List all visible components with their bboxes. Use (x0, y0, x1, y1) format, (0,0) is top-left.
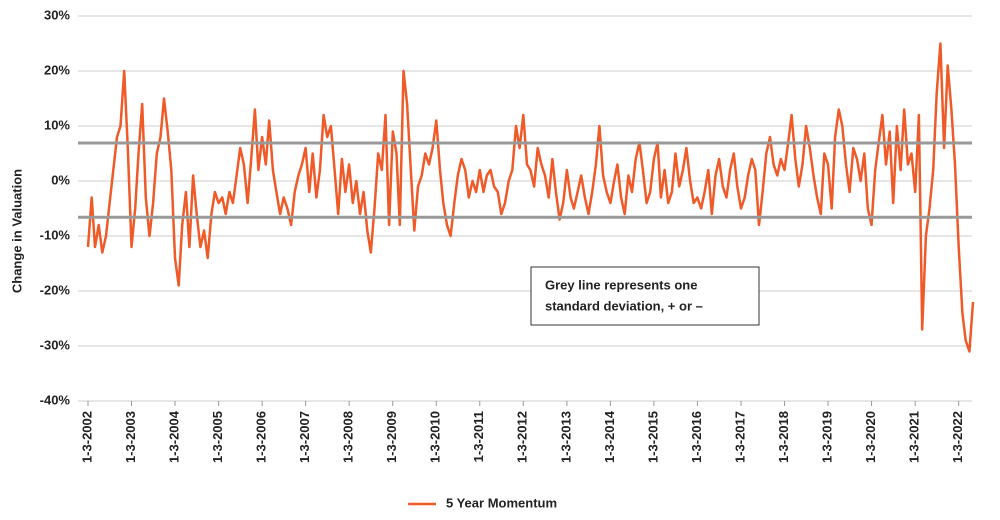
annotation: standard deviation, + or – (545, 298, 703, 313)
x-tick-label: 1-3-2019 (819, 411, 834, 463)
x-tick-label: 1-3-2007 (297, 411, 312, 463)
x-tick-label: 1-3-2021 (907, 411, 922, 463)
x-tick-label: 1-3-2006 (254, 411, 269, 463)
x-tick-label: 1-3-2008 (341, 411, 356, 463)
x-tick-label: 1-3-2017 (732, 411, 747, 463)
annotation-box (530, 266, 760, 326)
y-tick-label: 0% (51, 172, 70, 187)
y-tick-label: 10% (44, 117, 70, 132)
x-tick-label: 1-3-2005 (210, 411, 225, 463)
legend-label: 5 Year Momentum (446, 495, 557, 510)
x-tick-label: 1-3-2018 (776, 411, 791, 463)
x-tick-label: 1-3-2003 (123, 411, 138, 463)
x-tick-label: 1-3-2014 (602, 410, 617, 463)
x-tick-label: 1-3-2010 (428, 411, 443, 463)
y-tick-label: 20% (44, 62, 70, 77)
y-tick-label: -10% (40, 227, 71, 242)
x-tick-label: 1-3-2004 (166, 410, 181, 463)
x-tick-label: 1-3-2022 (950, 411, 965, 463)
x-tick-label: 1-3-2009 (384, 411, 399, 463)
y-tick-label: -30% (40, 337, 71, 352)
x-tick-label: 1-3-2013 (558, 411, 573, 463)
x-tick-label: 1-3-2016 (689, 411, 704, 463)
x-tick-label: 1-3-2002 (79, 411, 94, 463)
annotation: Grey line represents one (545, 277, 697, 292)
data-line (86, 42, 975, 353)
x-tick-label: 1-3-2015 (645, 411, 660, 463)
y-tick-label: -20% (40, 282, 71, 297)
x-tick-label: 1-3-2020 (863, 411, 878, 463)
x-tick-label: 1-3-2011 (471, 411, 486, 462)
x-tick-label: 1-3-2012 (515, 411, 530, 463)
y-tick-label: 30% (44, 7, 70, 22)
y-tick-label: -40% (40, 392, 71, 407)
y-axis-label: Change in Valuation (9, 169, 24, 293)
